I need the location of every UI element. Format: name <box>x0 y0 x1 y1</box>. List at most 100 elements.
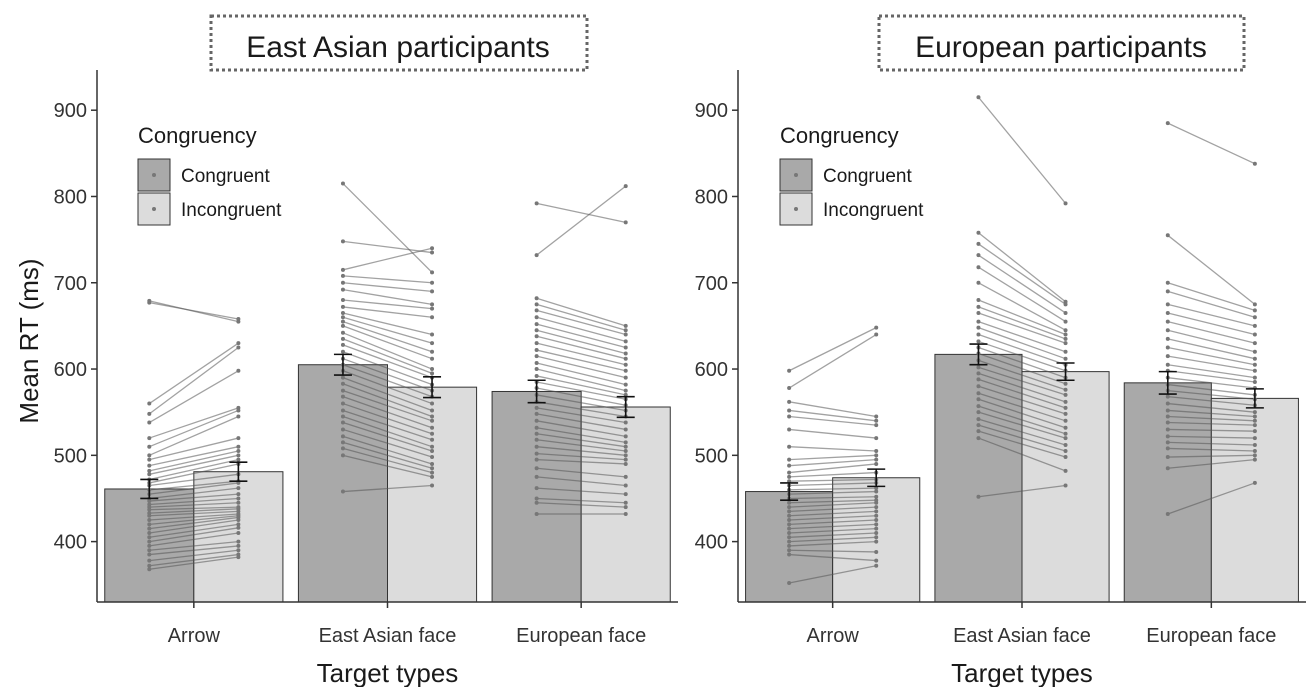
participant-point <box>430 349 435 354</box>
participant-point <box>623 492 628 497</box>
participant-point <box>1165 336 1170 341</box>
participant-point <box>1165 310 1170 315</box>
participant-line <box>534 367 628 393</box>
participant-point <box>623 362 628 367</box>
participant-segment <box>342 183 433 273</box>
participant-segment <box>342 421 433 452</box>
participant-line <box>534 302 628 333</box>
participant-line <box>534 474 628 488</box>
participant-segment <box>978 359 1066 391</box>
participant-point <box>340 388 345 393</box>
participant-point <box>623 220 628 225</box>
participant-point <box>623 328 628 333</box>
participant-segment <box>789 409 877 422</box>
participant-line <box>340 298 435 311</box>
participant-segment <box>1167 409 1255 418</box>
participant-point <box>1165 511 1170 516</box>
participant-point <box>534 444 539 449</box>
participant-segment <box>1167 320 1256 344</box>
participant-point <box>340 420 345 425</box>
participant-point <box>430 408 435 413</box>
participant-point <box>787 474 792 479</box>
participant-segment <box>342 325 433 360</box>
legend-point <box>152 207 156 211</box>
participant-point <box>623 427 628 432</box>
participant-point <box>623 375 628 380</box>
participant-segment <box>149 502 239 508</box>
participant-line <box>787 457 879 468</box>
participant-line <box>340 315 435 346</box>
participant-segment <box>789 401 877 418</box>
participant-segment <box>536 420 626 437</box>
participant-point <box>534 341 539 346</box>
participant-segment <box>149 549 239 562</box>
participant-point <box>1252 356 1257 361</box>
participant-point <box>147 526 152 531</box>
participant-line <box>976 230 1068 304</box>
participant-point <box>430 306 435 311</box>
participant-segment <box>149 519 239 534</box>
participant-line <box>787 325 879 373</box>
participant-segment <box>978 372 1066 403</box>
y-tick-label: 500 <box>54 445 87 467</box>
participant-line <box>534 425 628 445</box>
participant-line <box>147 345 241 416</box>
participant-segment <box>149 463 239 484</box>
participant-point <box>1165 440 1170 445</box>
participant-point <box>976 417 981 422</box>
participant-line <box>976 377 1068 410</box>
participant-point <box>623 444 628 449</box>
participant-segment <box>342 312 433 336</box>
participant-point <box>1063 411 1068 416</box>
participant-point <box>1252 429 1257 434</box>
participant-line <box>340 394 435 430</box>
participant-point <box>976 95 981 100</box>
participant-point <box>1063 418 1068 423</box>
participant-segment <box>149 553 239 567</box>
participant-line <box>976 265 1068 324</box>
participant-point <box>874 539 879 544</box>
participant-point <box>1252 423 1257 428</box>
participant-segment <box>149 523 239 538</box>
participant-point <box>1063 455 1068 460</box>
participant-point <box>340 304 345 309</box>
participant-point <box>787 414 792 419</box>
participant-point <box>340 342 345 347</box>
participant-point <box>976 410 981 415</box>
participant-segment <box>1167 447 1255 452</box>
participant-segment <box>1167 421 1255 426</box>
participant-point <box>534 367 539 372</box>
participant-point <box>236 341 241 346</box>
participant-point <box>623 434 628 439</box>
participant-segment <box>978 484 1066 498</box>
participant-line <box>976 253 1068 315</box>
participant-point <box>236 530 241 535</box>
participant-segment <box>536 433 626 448</box>
participant-point <box>147 444 152 449</box>
participant-point <box>1252 302 1257 307</box>
participant-line <box>976 371 1068 404</box>
participant-point <box>147 472 152 477</box>
participant-point <box>976 253 981 258</box>
participant-point <box>340 375 345 380</box>
participant-point <box>340 434 345 439</box>
participant-point <box>340 414 345 419</box>
participant-line <box>976 397 1068 430</box>
participant-point <box>430 455 435 460</box>
participant-point <box>430 371 435 376</box>
participant-segment <box>789 478 877 482</box>
participant-point <box>1252 410 1257 415</box>
participant-line <box>147 368 241 425</box>
participant-segment <box>1167 428 1255 432</box>
participant-point <box>874 461 879 466</box>
participant-point <box>236 444 241 449</box>
participant-line <box>1165 457 1257 471</box>
participant-line <box>976 95 1068 206</box>
participant-segment <box>789 496 877 500</box>
participant-point <box>1063 405 1068 410</box>
x-tick-label: Arrow <box>168 625 221 647</box>
participant-point <box>976 429 981 434</box>
participant-line <box>534 457 628 466</box>
participant-line <box>534 328 628 356</box>
participant-point <box>623 420 628 425</box>
